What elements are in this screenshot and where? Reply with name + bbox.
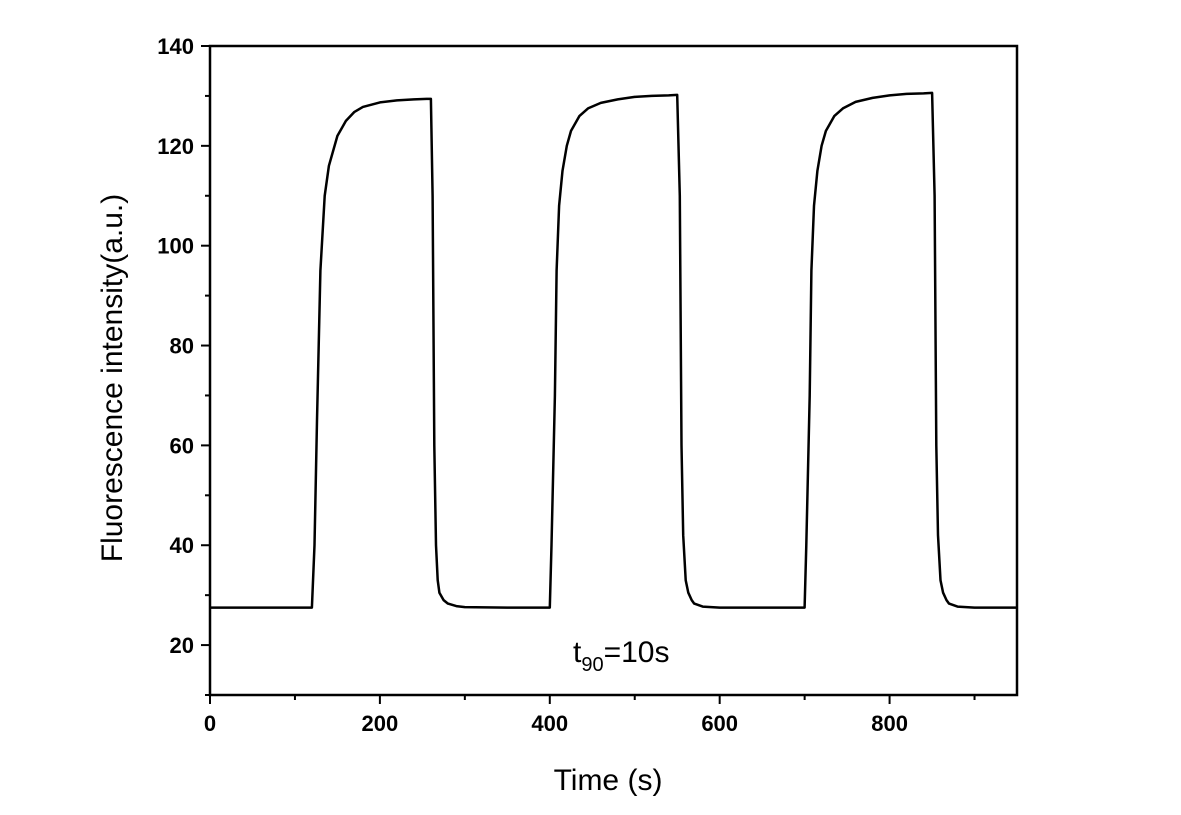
x-tick-label: 400 — [531, 711, 568, 736]
x-tick-label: 600 — [701, 711, 738, 736]
y-tick-label: 140 — [157, 34, 194, 59]
y-axis-title: Fluorescence intensity(a.u.) — [96, 194, 129, 563]
plot-frame — [208, 44, 1019, 697]
y-tick-label: 100 — [157, 234, 194, 259]
t90-annotation: t90=10s — [573, 636, 669, 676]
y-tick-label: 20 — [170, 633, 194, 658]
x-tick-label: 0 — [204, 711, 216, 736]
y-tick-label: 40 — [170, 533, 194, 558]
t90-annotation-main: t — [573, 636, 582, 669]
x-tick-label: 200 — [362, 711, 399, 736]
x-axis-title: Time (s) — [554, 764, 663, 797]
t90-annotation-rest: =10s — [604, 636, 670, 669]
series-line — [210, 91, 1017, 609]
y-tick-label: 60 — [170, 433, 194, 458]
x-tick-label: 800 — [871, 711, 908, 736]
y-tick-label: 80 — [170, 334, 194, 359]
y-tick-label: 120 — [157, 134, 194, 159]
tick-labels: 0 200 400 600 800 20 40 60 80 100 120 140 — [157, 34, 908, 736]
t90-annotation-subscript: 90 — [581, 654, 603, 676]
